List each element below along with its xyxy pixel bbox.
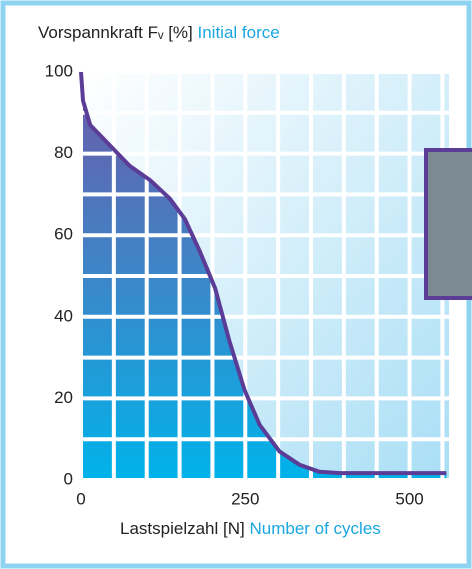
y-tick-label: 40 — [54, 306, 73, 325]
y-tick-label: 0 — [64, 469, 73, 488]
photo-inset — [426, 150, 472, 298]
y-axis-label: Vorspannkraft Fᵥ [%] Initial force — [38, 23, 280, 42]
x-axis-label: Lastspielzahl [N] Number of cycles — [120, 519, 381, 538]
y-tick-label: 20 — [54, 388, 73, 407]
y-tick-label: 100 — [45, 61, 73, 80]
plot-area — [81, 72, 449, 480]
y-tick-label: 80 — [54, 143, 73, 162]
y-tick-label: 60 — [54, 225, 73, 244]
chart: Vorspannkraft Fᵥ [%] Initial force Lasts… — [0, 0, 472, 569]
x-tick-label: 0 — [76, 489, 85, 508]
x-tick-label: 250 — [231, 489, 259, 508]
x-tick-label: 500 — [395, 489, 423, 508]
